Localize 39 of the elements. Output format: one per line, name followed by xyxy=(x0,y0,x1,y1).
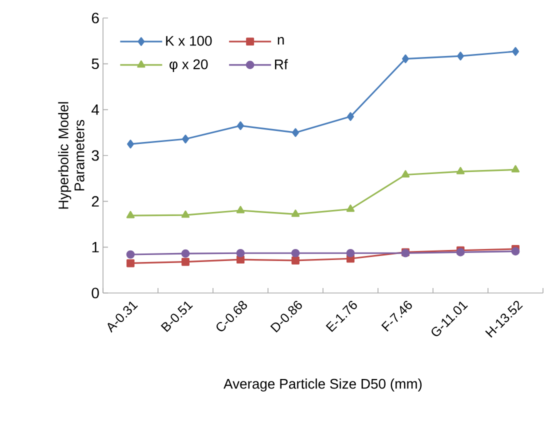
y-tick-label: 0 xyxy=(92,288,99,298)
point xyxy=(182,134,189,144)
y-tick-label: 4 xyxy=(92,104,100,115)
x-axis-title: Average Particle Size D50 (mm) xyxy=(224,378,422,392)
point xyxy=(236,206,245,214)
point xyxy=(236,248,245,258)
legend-label: K x 100 xyxy=(166,36,212,46)
point xyxy=(126,210,135,218)
y-tick-label: 2 xyxy=(92,196,99,207)
point xyxy=(511,165,520,172)
point xyxy=(237,121,244,130)
point xyxy=(127,140,134,148)
legend-label: φ x 20 xyxy=(170,59,208,72)
point xyxy=(181,210,190,218)
point xyxy=(291,248,300,258)
point xyxy=(126,250,135,259)
y-tick-label: 3 xyxy=(92,150,99,161)
legend-label: n xyxy=(278,37,284,45)
point xyxy=(126,259,134,268)
y-tick-label: 6 xyxy=(92,12,99,24)
point xyxy=(512,47,519,56)
y-tick-label: 1 xyxy=(92,242,99,252)
y-axis-title: Hyperbolic Model Parameters xyxy=(58,102,84,209)
point xyxy=(456,166,465,174)
point xyxy=(182,258,190,266)
point xyxy=(291,210,300,217)
point xyxy=(181,249,190,258)
point xyxy=(346,248,355,258)
point xyxy=(401,170,410,178)
y-tick-label: 5 xyxy=(92,58,99,70)
point xyxy=(292,256,300,264)
point xyxy=(236,256,244,264)
point xyxy=(402,54,409,64)
legend-label: Rf xyxy=(274,59,288,70)
point xyxy=(346,204,355,212)
point xyxy=(292,128,299,137)
point xyxy=(347,112,354,121)
point xyxy=(511,247,520,256)
point xyxy=(457,52,464,60)
